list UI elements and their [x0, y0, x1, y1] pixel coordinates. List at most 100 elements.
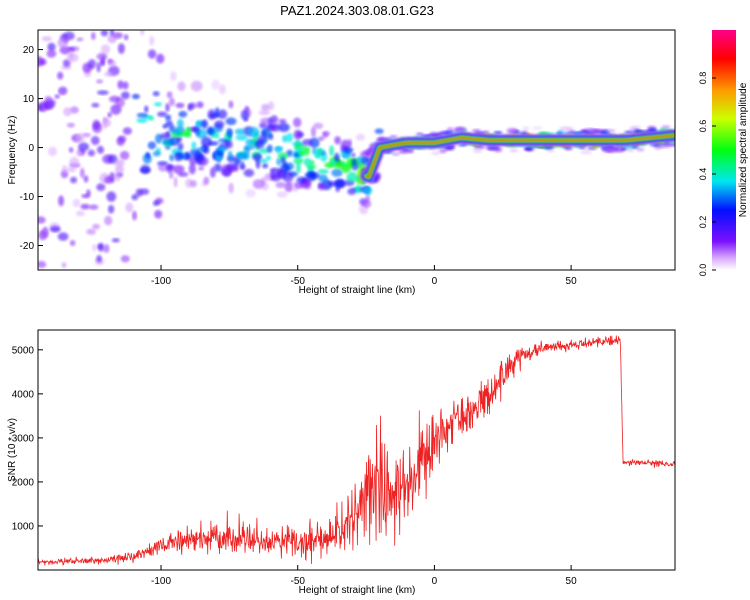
heatmap-cell: [168, 124, 176, 133]
heatmap-cell: [228, 100, 234, 109]
heatmap-cell: [347, 188, 357, 195]
heatmap-cell: [178, 110, 188, 118]
heatmap-cell: [626, 147, 634, 153]
heatmap-cell: [309, 172, 320, 180]
heatmap-cell: [374, 128, 384, 134]
heatmap-cell: [234, 128, 247, 135]
heatmap-cell: [152, 150, 161, 157]
heatmap-cell: [532, 126, 543, 130]
heatmap-cell: [43, 101, 53, 110]
heatmap-cell: [175, 102, 185, 108]
heatmap-cell: [649, 143, 662, 147]
heatmap-cell: [86, 189, 91, 198]
heatmap-cell: [54, 94, 60, 99]
heatmap-cell: [92, 119, 101, 130]
heatmap-cell: [302, 139, 313, 146]
heatmap-cell: [210, 167, 216, 178]
heatmap-cell: [177, 118, 184, 128]
heatmap-cell: [277, 152, 289, 160]
colorbar-tick-label: 0.4: [698, 168, 708, 181]
heatmap-cell: [136, 117, 148, 124]
heatmap-cell: [96, 254, 102, 263]
heatmap-cell: [240, 109, 249, 121]
heatmap-cell: [188, 163, 196, 175]
heatmap-cell: [309, 137, 320, 149]
heatmap-cell: [286, 132, 293, 143]
heatmap-cell: [259, 158, 269, 164]
heatmap-cell: [439, 148, 447, 154]
heatmap-cell: [131, 194, 139, 201]
heatmap-cell: [173, 128, 182, 136]
heatmap-cell: [66, 167, 77, 173]
heatmap-cell: [244, 145, 256, 150]
heatmap-cell: [152, 91, 160, 97]
heatmap-cell: [227, 150, 233, 161]
heatmap-cell: [75, 133, 86, 143]
heatmap-cell: [631, 145, 639, 149]
heatmap-cell: [260, 117, 272, 124]
heatmap-cell: [97, 90, 109, 95]
x-tick-label: 50: [566, 576, 578, 587]
heatmap-cell: [270, 115, 279, 124]
heatmap-cell: [147, 49, 157, 59]
heatmap-cell: [217, 109, 228, 119]
heatmap-cell: [87, 59, 96, 70]
heatmap-cell: [278, 118, 287, 124]
heatmap-cell: [274, 146, 282, 154]
heatmap-cell: [309, 160, 315, 165]
heatmap-cell: [310, 126, 317, 138]
heatmap-cell: [509, 148, 519, 153]
y-tick-label: 4000: [12, 389, 35, 400]
heatmap-cell: [284, 182, 293, 193]
heatmap-cell: [219, 84, 226, 95]
heatmap-cell: [125, 202, 134, 213]
heatmap-cell: [103, 244, 110, 253]
y-tick-label: 10: [23, 94, 35, 105]
spectrogram-frame: [37, 29, 676, 271]
heatmap-cell: [355, 133, 365, 141]
heatmap-cell: [174, 151, 184, 162]
heatmap-cell: [157, 111, 168, 117]
heatmap-cell: [97, 145, 104, 154]
y-tick-label: 20: [23, 45, 35, 56]
snr-panel: -100 -50 0 50 1000 2000 3000 4000 5000 Height o…: [7, 329, 676, 596]
heatmap-cell: [322, 131, 328, 139]
heatmap-cell: [145, 151, 150, 159]
heatmap-cell: [313, 122, 324, 130]
heatmap-cell: [107, 34, 117, 44]
heatmap-cell: [295, 139, 300, 150]
heatmap-cell: [391, 152, 400, 156]
heatmap-cell: [211, 79, 220, 91]
heatmap-cell: [165, 103, 170, 112]
heatmap-cell: [293, 157, 304, 165]
heatmap-cell: [107, 58, 113, 64]
heatmap-cell: [100, 44, 111, 54]
heatmap-cell: [66, 53, 79, 63]
heatmap-cell: [244, 105, 249, 112]
heatmap-cell: [546, 149, 555, 153]
heatmap-cell: [102, 119, 112, 127]
heatmap-cell: [346, 171, 358, 183]
heatmap-cell: [47, 146, 58, 157]
heatmap-cell: [172, 165, 185, 174]
heatmap-cell: [245, 189, 256, 198]
heatmap-cell: [57, 71, 64, 80]
heatmap-cell: [229, 183, 234, 193]
heatmap-cell: [136, 112, 148, 118]
heatmap-cell: [140, 30, 145, 36]
spectrogram-x-ticks: -100 -50 0 50: [151, 265, 577, 287]
heatmap-cell: [72, 198, 81, 208]
heatmap-cell: [76, 210, 85, 217]
heatmap-cells: [38, 30, 675, 269]
heatmap-cell: [235, 153, 246, 159]
heatmap-cell: [160, 132, 171, 140]
x-tick-label: -50: [290, 576, 305, 587]
heatmap-cell: [177, 81, 186, 92]
heatmap-cell: [245, 138, 254, 147]
heatmap-cell: [329, 145, 335, 157]
heatmap-cell: [215, 107, 220, 116]
heatmap-cell: [581, 129, 589, 134]
snr-y-label: SNR (10 * v/v): [7, 418, 18, 482]
heatmap-cell: [341, 151, 352, 159]
